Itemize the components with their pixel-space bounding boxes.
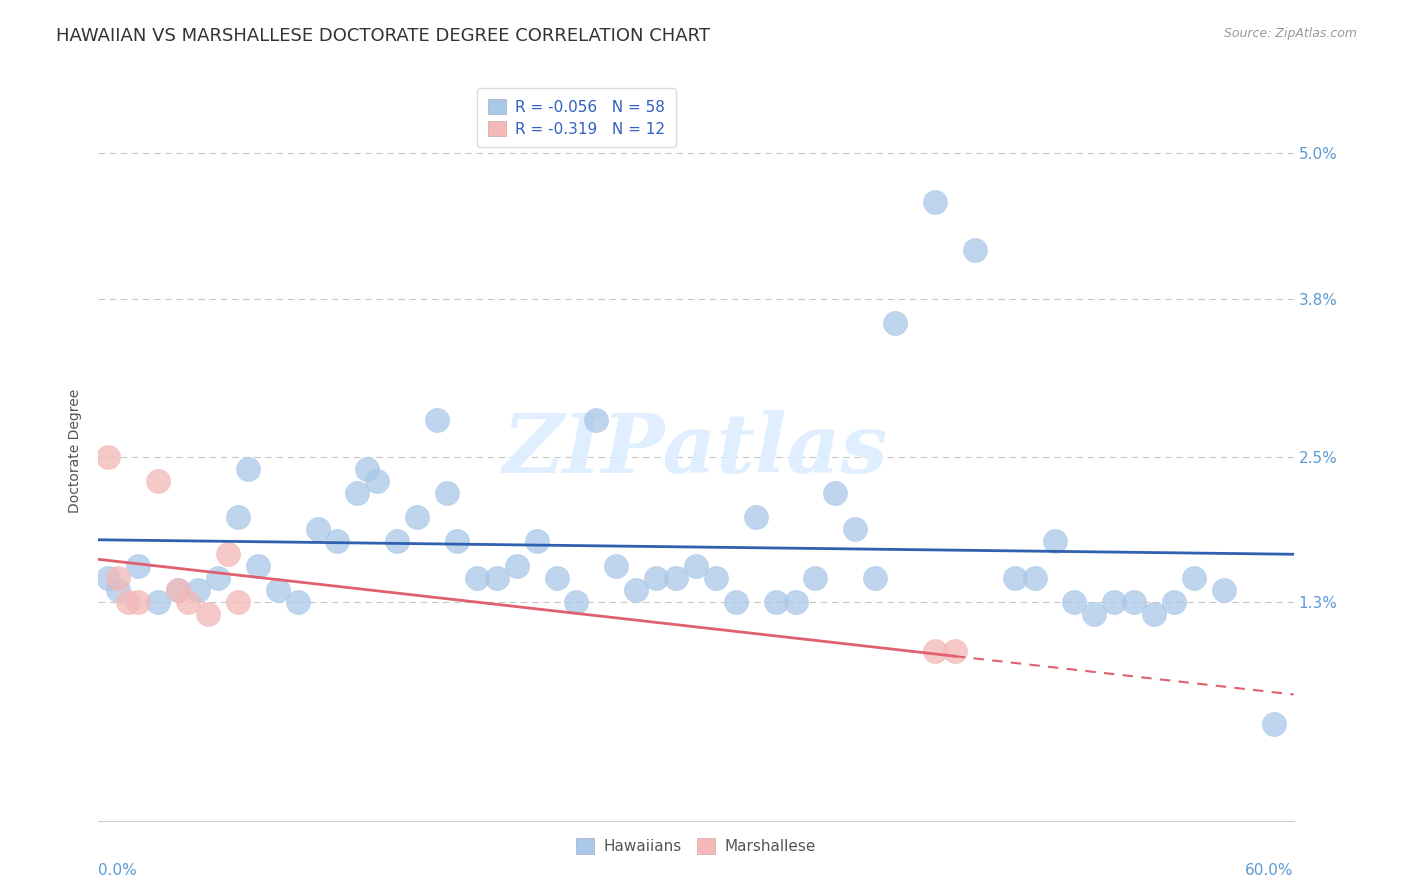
Text: Source: ZipAtlas.com: Source: ZipAtlas.com: [1223, 27, 1357, 40]
Point: [724, 595, 747, 609]
Y-axis label: Doctorate Degree: Doctorate Degree: [69, 388, 83, 513]
Point: [1063, 595, 1085, 609]
Point: [1123, 595, 1146, 609]
Point: [1083, 607, 1105, 622]
Point: [785, 595, 807, 609]
Point: [804, 571, 827, 585]
Point: [824, 486, 846, 500]
Point: [385, 534, 409, 549]
Point: [287, 595, 309, 609]
Point: [1004, 571, 1026, 585]
Point: [645, 571, 668, 585]
Point: [226, 595, 249, 609]
Point: [406, 510, 429, 524]
Point: [356, 461, 378, 475]
Point: [546, 571, 568, 585]
Text: HAWAIIAN VS MARSHALLESE DOCTORATE DEGREE CORRELATION CHART: HAWAIIAN VS MARSHALLESE DOCTORATE DEGREE…: [56, 27, 710, 45]
Text: ZIPatlas: ZIPatlas: [503, 410, 889, 491]
Point: [97, 571, 120, 585]
Point: [924, 194, 946, 209]
Point: [148, 474, 170, 488]
Point: [226, 510, 249, 524]
Point: [436, 486, 458, 500]
Point: [167, 582, 190, 597]
Point: [446, 534, 468, 549]
Point: [1143, 607, 1166, 622]
Text: 60.0%: 60.0%: [1246, 863, 1294, 878]
Point: [307, 522, 329, 536]
Point: [326, 534, 349, 549]
Point: [148, 595, 170, 609]
Point: [704, 571, 727, 585]
Legend: Hawaiians, Marshallese: Hawaiians, Marshallese: [565, 828, 827, 865]
Point: [1263, 716, 1285, 731]
Point: [1163, 595, 1185, 609]
Point: [217, 547, 239, 561]
Point: [626, 582, 648, 597]
Point: [177, 595, 200, 609]
Point: [685, 558, 707, 573]
Point: [107, 571, 129, 585]
Point: [884, 316, 907, 330]
Point: [963, 243, 986, 257]
Point: [1104, 595, 1126, 609]
Point: [187, 582, 209, 597]
Point: [765, 595, 787, 609]
Point: [246, 558, 269, 573]
Point: [366, 474, 388, 488]
Point: [117, 595, 139, 609]
Point: [526, 534, 548, 549]
Point: [865, 571, 887, 585]
Text: 0.0%: 0.0%: [98, 863, 138, 878]
Point: [97, 450, 120, 464]
Point: [1212, 582, 1234, 597]
Point: [605, 558, 627, 573]
Point: [346, 486, 368, 500]
Point: [565, 595, 588, 609]
Point: [485, 571, 508, 585]
Point: [127, 595, 149, 609]
Point: [1182, 571, 1205, 585]
Point: [844, 522, 866, 536]
Point: [745, 510, 768, 524]
Point: [197, 607, 219, 622]
Point: [127, 558, 149, 573]
Point: [236, 461, 259, 475]
Point: [1043, 534, 1066, 549]
Point: [585, 413, 607, 427]
Point: [107, 582, 129, 597]
Point: [207, 571, 229, 585]
Point: [267, 582, 290, 597]
Point: [465, 571, 488, 585]
Point: [506, 558, 529, 573]
Point: [943, 644, 966, 658]
Point: [426, 413, 449, 427]
Point: [665, 571, 688, 585]
Point: [1024, 571, 1046, 585]
Point: [924, 644, 946, 658]
Point: [167, 582, 190, 597]
